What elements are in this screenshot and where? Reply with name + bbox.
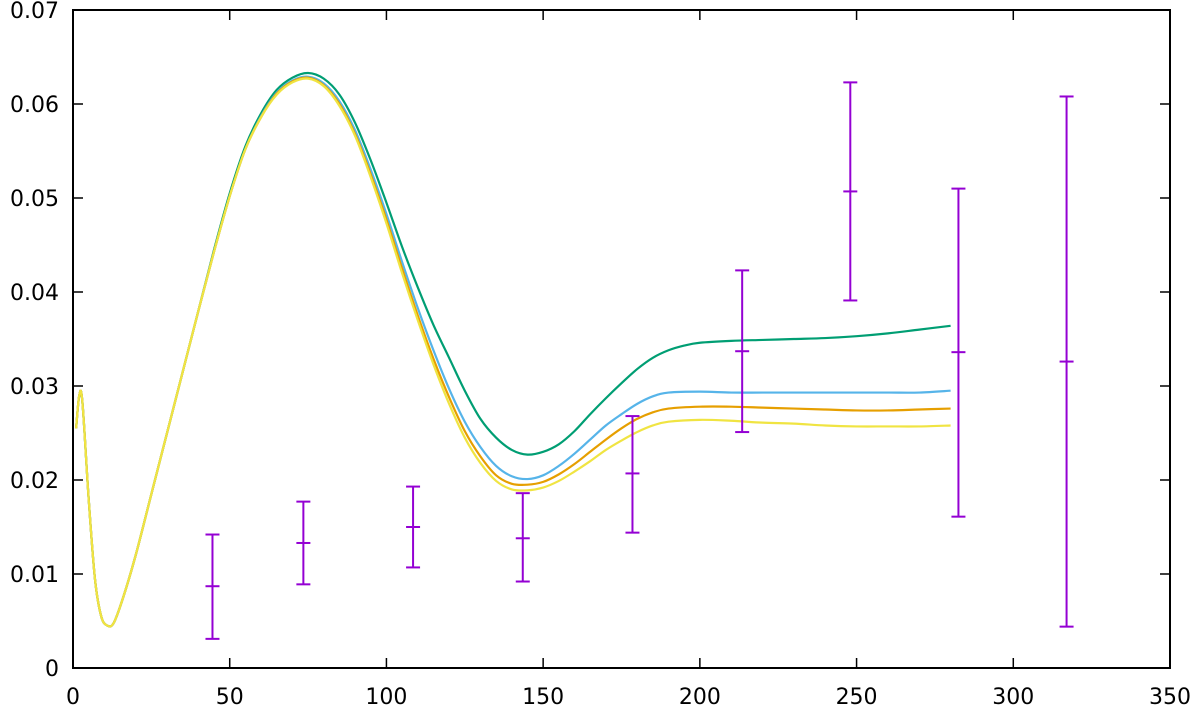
y-tick-label: 0.03 <box>10 375 59 400</box>
x-tick-label: 350 <box>1149 685 1191 710</box>
x-tick-label: 300 <box>992 685 1034 710</box>
y-tick-label: 0.06 <box>10 93 59 118</box>
series-line-3 <box>75 76 951 628</box>
x-tick-label: 50 <box>216 685 244 710</box>
error-bar-point <box>515 492 530 583</box>
error-bar-point <box>735 269 750 434</box>
axis-ticks: 0 50 100 150 200 250 300 350 0 0.01 0.02 0.03 0.04 0.… <box>10 0 1191 710</box>
series-line-1 <box>75 71 951 628</box>
x-tick-label: 100 <box>365 685 407 710</box>
x-tick-label: 200 <box>679 685 721 710</box>
error-bar-point <box>205 533 220 640</box>
series-line-4 <box>75 77 951 628</box>
error-bar-point <box>625 415 640 534</box>
y-tick-label: 0.07 <box>10 0 59 24</box>
x-tick-label: 0 <box>66 685 80 710</box>
x-tick-label: 250 <box>836 685 878 710</box>
x-tick-label: 150 <box>522 685 564 710</box>
error-bar-point <box>296 500 311 586</box>
error-bar-point <box>1059 95 1074 628</box>
error-bar-point <box>951 187 966 518</box>
error-bar-point <box>843 81 858 302</box>
error-bar-point <box>406 485 421 569</box>
y-tick-label: 0.02 <box>10 469 59 494</box>
series-line-2 <box>75 75 951 628</box>
plot-frame <box>72 9 1171 669</box>
y-tick-label: 0.01 <box>10 563 59 588</box>
error-bars <box>205 81 1074 640</box>
y-tick-label: 0 <box>45 657 59 682</box>
y-tick-label: 0.05 <box>10 187 59 212</box>
y-tick-label: 0.04 <box>10 281 59 306</box>
series-lines <box>75 71 951 628</box>
